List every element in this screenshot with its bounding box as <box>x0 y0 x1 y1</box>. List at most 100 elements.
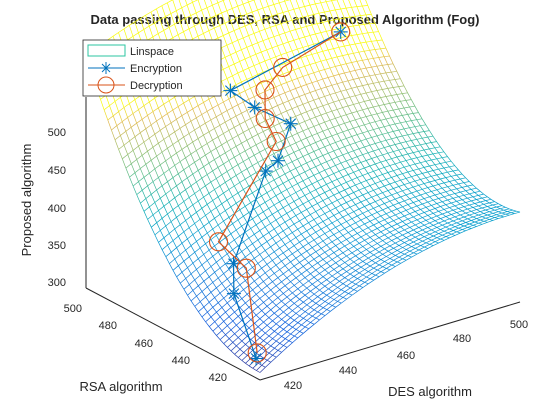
mesh-line <box>260 83 266 92</box>
mesh-line <box>235 112 242 117</box>
mesh-line <box>378 248 385 253</box>
mesh-line <box>160 193 166 199</box>
mesh-line <box>225 334 230 339</box>
mesh-line <box>304 217 309 223</box>
mesh-line <box>277 105 282 114</box>
mesh-line <box>293 149 300 153</box>
mesh-line <box>167 144 174 149</box>
mesh-line <box>198 280 205 287</box>
mesh-line <box>187 208 192 217</box>
mesh-line <box>373 251 380 256</box>
mesh-line <box>272 234 278 239</box>
mesh-line <box>421 138 427 144</box>
mesh-line <box>268 182 273 190</box>
mesh-line <box>374 22 379 32</box>
mesh-line <box>354 70 360 79</box>
mesh-line <box>263 255 270 260</box>
mesh-line <box>185 185 192 190</box>
mesh-line <box>382 222 389 227</box>
mesh-line <box>299 6 305 9</box>
mesh-line <box>255 21 260 32</box>
mesh-line <box>499 208 504 211</box>
mesh-line <box>339 231 344 236</box>
mesh-line <box>224 54 231 58</box>
mesh-line <box>364 203 371 207</box>
mesh-line <box>147 146 154 152</box>
mesh-line <box>252 289 257 295</box>
mesh-line <box>324 230 331 234</box>
mesh-line <box>373 127 379 130</box>
mesh-line <box>465 202 470 206</box>
mesh-line <box>232 75 237 85</box>
mesh-line <box>306 250 311 256</box>
mesh-line <box>422 136 428 139</box>
mesh-line <box>239 178 246 183</box>
mesh-line <box>365 116 371 124</box>
mesh-line <box>326 57 332 61</box>
mesh-line <box>369 99 374 108</box>
mesh-line <box>427 245 434 249</box>
mesh-line <box>308 239 315 244</box>
mesh-line <box>313 97 320 101</box>
mesh-line <box>501 211 508 214</box>
mesh-line <box>248 126 255 130</box>
mesh-line <box>398 128 405 131</box>
mesh-line <box>239 344 246 350</box>
mesh-line <box>324 285 329 290</box>
mesh-line <box>362 132 367 140</box>
mesh-line <box>407 170 414 173</box>
mesh-line <box>452 169 459 172</box>
mesh-line <box>344 209 349 215</box>
mesh-line <box>376 40 381 49</box>
mesh-line <box>192 173 197 183</box>
mesh-line <box>210 151 215 160</box>
mesh-line <box>452 218 459 222</box>
mesh-line <box>371 14 376 24</box>
mesh-line <box>255 144 260 153</box>
mesh-line <box>436 157 443 160</box>
mesh-line <box>371 137 376 144</box>
mesh-line <box>248 365 253 369</box>
mesh-line <box>149 202 156 208</box>
mesh-line <box>440 146 445 153</box>
mesh-line <box>378 222 383 227</box>
mesh-line <box>309 35 314 45</box>
mesh-line <box>386 256 391 259</box>
mesh-line <box>328 255 333 260</box>
mesh-line <box>322 237 329 242</box>
mesh-line <box>431 237 438 241</box>
mesh-line <box>277 293 284 298</box>
mesh-line <box>235 229 241 237</box>
mesh-line <box>357 233 362 238</box>
mesh-line <box>429 231 436 235</box>
mesh-line <box>387 151 394 154</box>
mesh-line <box>107 115 114 121</box>
mesh-line <box>384 219 389 224</box>
mesh-line <box>394 122 401 125</box>
mesh-line <box>292 183 298 187</box>
mesh-line <box>427 201 432 206</box>
mesh-line <box>308 43 314 47</box>
mesh-line <box>422 154 428 157</box>
mesh-line <box>233 27 240 31</box>
mesh-line <box>152 142 159 148</box>
mesh-line <box>320 30 327 33</box>
mesh-line <box>355 164 360 171</box>
mesh-line <box>281 331 288 337</box>
mesh-line <box>293 98 298 107</box>
mesh-line <box>257 263 262 269</box>
mesh-line <box>217 0 224 4</box>
mesh-line <box>301 287 308 293</box>
mesh-line <box>254 302 259 308</box>
mesh-line <box>293 265 299 271</box>
mesh-line <box>375 259 382 264</box>
mesh-line <box>179 189 186 194</box>
mesh-line <box>398 186 403 192</box>
mesh-line <box>324 189 331 193</box>
mesh-line <box>351 156 358 160</box>
mesh-line <box>394 123 399 131</box>
mesh-line <box>263 232 269 237</box>
mesh-line <box>270 195 277 200</box>
mesh-line <box>261 360 268 366</box>
mesh-line <box>442 213 447 217</box>
